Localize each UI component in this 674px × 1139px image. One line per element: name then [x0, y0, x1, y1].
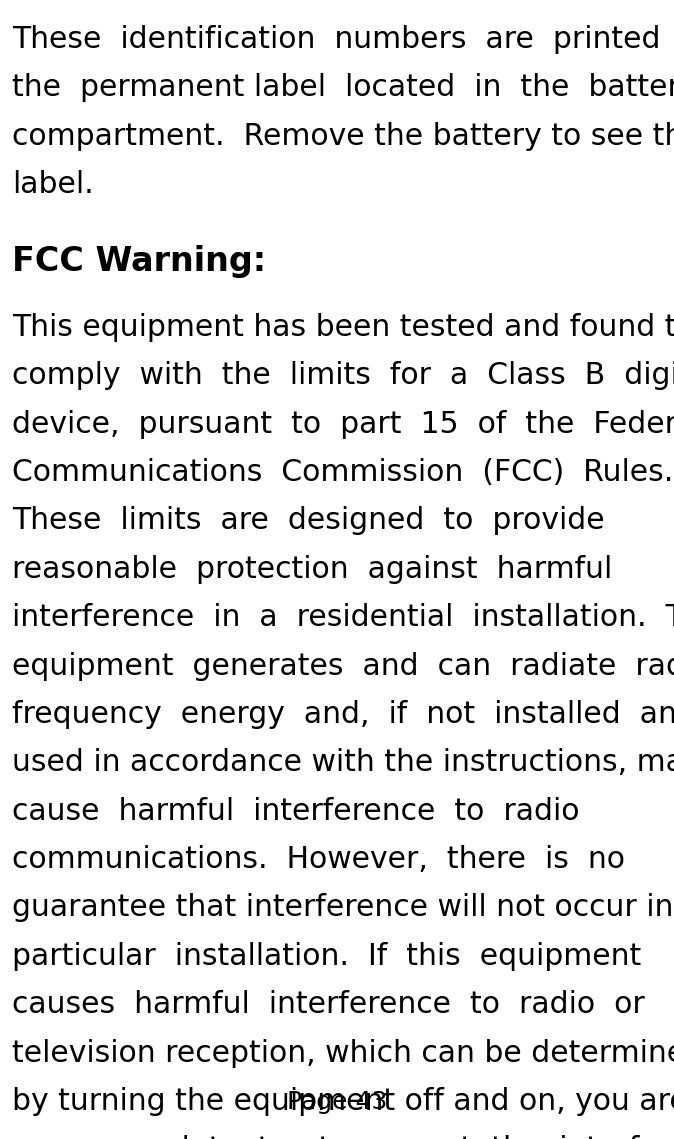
Text: Page 43: Page 43: [287, 1090, 387, 1114]
Text: particular  installation.  If  this  equipment: particular installation. If this equipme…: [12, 942, 642, 970]
Text: used in accordance with the instructions, may: used in accordance with the instructions…: [12, 748, 674, 778]
Text: communications.  However,  there  is  no: communications. However, there is no: [12, 845, 625, 874]
Text: label.: label.: [12, 170, 94, 199]
Text: device,  pursuant  to  part  15  of  the  Federal: device, pursuant to part 15 of the Feder…: [12, 410, 674, 439]
Text: causes  harmful  interference  to  radio  or: causes harmful interference to radio or: [12, 990, 645, 1019]
Text: These  limits  are  designed  to  provide: These limits are designed to provide: [12, 507, 605, 535]
Text: equipment  generates  and  can  radiate  radio: equipment generates and can radiate radi…: [12, 652, 674, 681]
Text: by turning the equipment off and on, you are: by turning the equipment off and on, you…: [12, 1087, 674, 1116]
Text: compartment.  Remove the battery to see the: compartment. Remove the battery to see t…: [12, 122, 674, 150]
Text: guarantee that interference will not occur in a: guarantee that interference will not occ…: [12, 893, 674, 923]
Text: television reception, which can be determined: television reception, which can be deter…: [12, 1039, 674, 1067]
Text: FCC Warning:: FCC Warning:: [12, 245, 266, 278]
Text: the  permanent label  located  in  the  battery: the permanent label located in the batte…: [12, 73, 674, 103]
Text: Communications  Commission  (FCC)  Rules.: Communications Commission (FCC) Rules.: [12, 458, 673, 487]
Text: interference  in  a  residential  installation.  This: interference in a residential installati…: [12, 604, 674, 632]
Text: encouraged  to  try  to  correct  the  interference: encouraged to try to correct the interfe…: [12, 1136, 674, 1139]
Text: frequency  energy  and,  if  not  installed  and: frequency energy and, if not installed a…: [12, 700, 674, 729]
Text: reasonable  protection  against  harmful: reasonable protection against harmful: [12, 555, 613, 584]
Text: cause  harmful  interference  to  radio: cause harmful interference to radio: [12, 797, 580, 826]
Text: These  identification  numbers  are  printed  on: These identification numbers are printed…: [12, 25, 674, 54]
Text: comply  with  the  limits  for  a  Class  B  digital: comply with the limits for a Class B dig…: [12, 361, 674, 391]
Text: This equipment has been tested and found to: This equipment has been tested and found…: [12, 313, 674, 342]
